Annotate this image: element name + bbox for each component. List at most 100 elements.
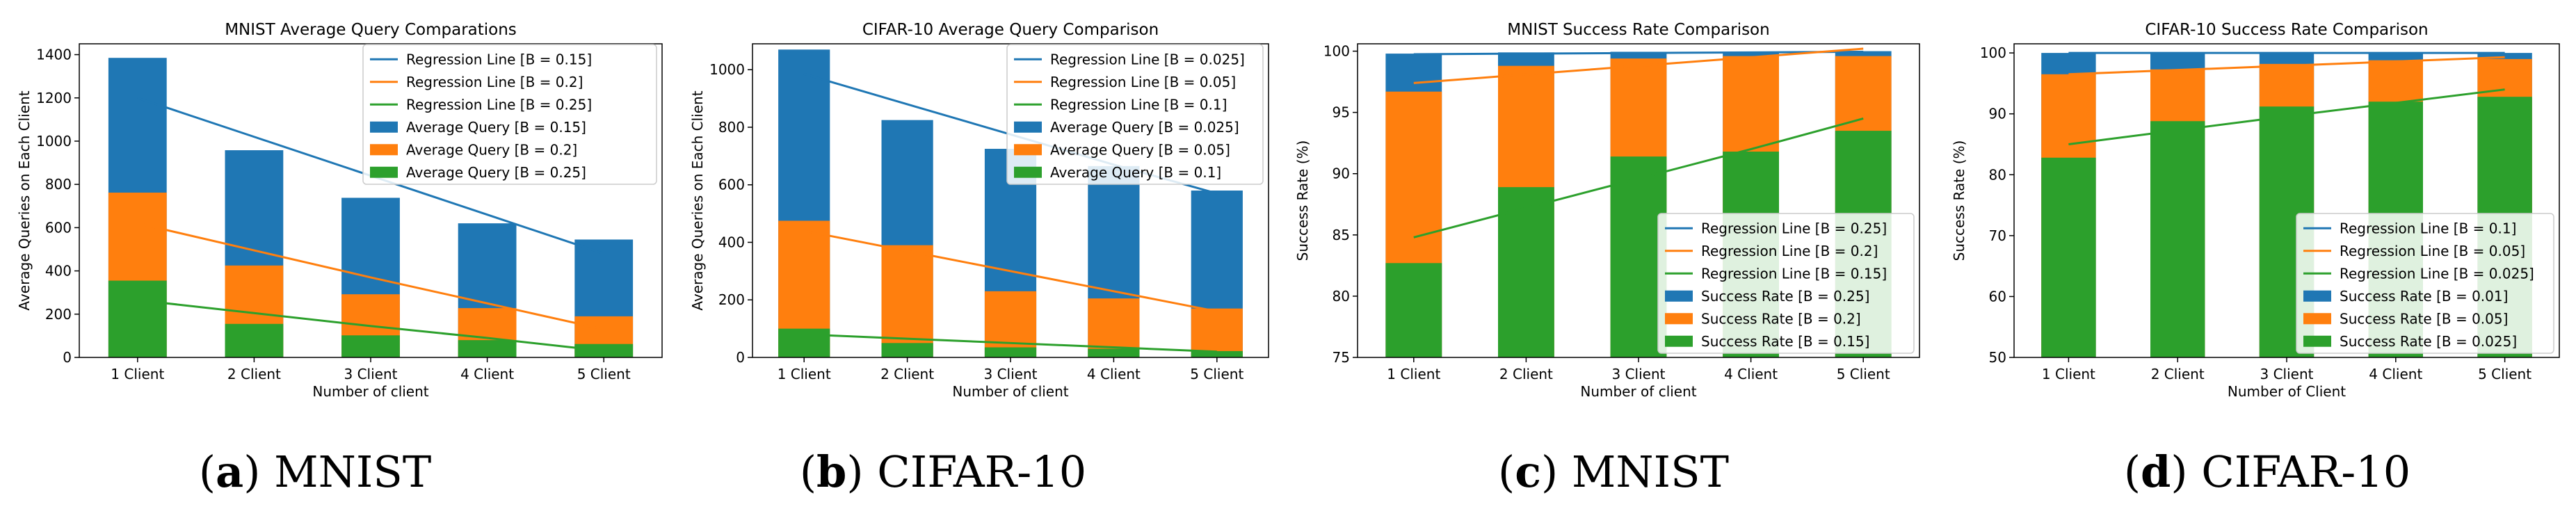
y-tick-label: 600 [45, 219, 72, 236]
legend-entry: Average Query [B = 0.2] [406, 141, 577, 158]
y-tick-label: 50 [1989, 349, 2006, 366]
y-axis-label: Average Queries on Each Client [16, 90, 33, 310]
legend-entry: Regression Line [B = 0.1] [2340, 220, 2516, 236]
legend-entry: Regression Line [B = 0.2] [406, 74, 583, 90]
legend-entry: Success Rate [B = 0.15] [1701, 333, 1869, 350]
legend-entry: Regression Line [B = 0.15] [1701, 265, 1887, 282]
bar-3-1-client [2041, 157, 2096, 357]
regression-line-2 [803, 229, 1218, 313]
legend: Regression Line [B = 0.1] Regression Line… [2296, 213, 2554, 354]
legend: Regression Line [B = 0.025] Regression Li… [1006, 44, 1264, 185]
legend-patch-swatch [1665, 290, 1693, 302]
legend-entry: Average Query [B = 0.025] [1050, 119, 1239, 136]
legend-entry: Regression Line [B = 0.05] [1050, 74, 1236, 90]
regression-line-3 [2068, 88, 2505, 145]
y-tick-label: 0 [736, 349, 745, 366]
legend-entry: Average Query [B = 0.25] [406, 164, 586, 181]
x-tick-label: 2 Client [880, 366, 934, 382]
y-tick-label: 400 [718, 234, 745, 250]
y-tick-label: 0 [63, 349, 72, 366]
legend-entry: Regression Line [B = 0.1] [1050, 96, 1227, 113]
chart-title: MNIST Average Query Comparations [225, 21, 517, 39]
y-tick-label: 90 [1333, 165, 1350, 182]
legend-entry: Success Rate [B = 0.25] [1701, 288, 1869, 305]
y-tick-label: 85 [1333, 227, 1350, 243]
legend-entry: Regression Line [B = 0.05] [2340, 243, 2525, 259]
regression-line-2 [2068, 56, 2505, 76]
y-tick-label: 1000 [36, 133, 72, 150]
legend-entry: Success Rate [B = 0.025] [2340, 333, 2517, 350]
legend-entry: Regression Line [B = 0.25] [406, 96, 592, 113]
chart-panel-4: 50 60 70 80 90 100 1 Client 2 Client 3 Client 4 C… [1951, 21, 2560, 400]
legend: Regression Line [B = 0.25] Regression Lin… [1657, 213, 1915, 354]
x-tick-label: 4 Client [1724, 366, 1778, 382]
bar-2-2-client [881, 245, 933, 357]
y-tick-label: 90 [1989, 106, 2006, 122]
x-tick-label: 2 Client [227, 366, 281, 382]
regression-line-1 [1413, 50, 1864, 56]
bar-3-1-client [778, 328, 830, 357]
chart-title: CIFAR-10 Success Rate Comparison [2145, 21, 2428, 39]
y-axis-label: Success Rate (%) [1294, 140, 1311, 261]
bar-3-2-client [881, 343, 933, 357]
legend-patch-swatch [1014, 144, 1042, 156]
bar-3-1-client [1385, 263, 1442, 357]
x-tick-label: 4 Client [460, 366, 514, 382]
bar-3-4-client [1088, 348, 1140, 357]
legend-box [2296, 213, 2554, 354]
legend-patch-swatch [370, 166, 398, 178]
legend: Regression Line [B = 0.15] Regression Lin… [362, 44, 657, 185]
x-tick-label: 1 Client [111, 366, 164, 382]
bar-3-2-client [1498, 187, 1554, 357]
legend-entry: Success Rate [B = 0.2] [1701, 310, 1861, 327]
legend-entry: Regression Line [B = 0.025] [1050, 51, 1245, 67]
legend-entry: Regression Line [B = 0.025] [2340, 265, 2534, 282]
regression-line-3 [137, 299, 604, 353]
regression-line-3 [804, 333, 1217, 353]
chart-panel-3: 75 80 85 90 95 100 1 Client 2 Client 3 Client 4 C… [1294, 21, 1920, 400]
bar-3-2-client [2150, 121, 2205, 357]
legend-entry: Average Query [B = 0.1] [1050, 164, 1221, 181]
y-tick-label: 800 [718, 119, 745, 136]
x-tick-label: 3 Client [984, 366, 1038, 382]
x-tick-label: 5 Client [1837, 366, 1890, 382]
x-axis-label: Number of client [1580, 383, 1696, 400]
bar-3-1-client [108, 280, 167, 357]
x-tick-label: 1 Client [1387, 366, 1440, 382]
legend-patch-swatch [370, 144, 398, 156]
bar-3-3-client [984, 347, 1037, 357]
legend-entry: Regression Line [B = 0.2] [1701, 243, 1878, 259]
legend-entry: Success Rate [B = 0.05] [2340, 310, 2508, 327]
x-tick-label: 2 Client [1499, 366, 1553, 382]
y-axis-label: Average Queries on Each Client [689, 90, 706, 310]
chart-title: CIFAR-10 Average Query Comparison [862, 21, 1159, 39]
chart-panel-1: 0 200 400 600 800 1000 1200 1400 1 Client 2 Clien… [16, 21, 663, 400]
chart-panel-2: 0 200 400 600 800 1000 1 Client 2 Client 3 Clien… [689, 21, 1269, 400]
legend-entry: Average Query [B = 0.15] [406, 119, 586, 136]
y-tick-label: 100 [1980, 45, 2006, 61]
x-tick-label: 3 Client [2260, 366, 2314, 382]
legend-box [1657, 213, 1915, 354]
regression-line-2 [1413, 47, 1864, 84]
x-axis-label: Number of client [952, 383, 1068, 400]
y-tick-label: 200 [45, 306, 72, 323]
y-tick-label: 80 [1333, 288, 1350, 305]
y-tick-label: 800 [45, 176, 72, 193]
bar-3-4-client [458, 340, 517, 357]
legend-patch-swatch [1014, 121, 1042, 133]
bar-3-3-client [341, 335, 400, 357]
legend-box [362, 44, 657, 185]
legend-patch-swatch [2303, 313, 2331, 325]
legend-entry: Regression Line [B = 0.15] [406, 51, 592, 67]
subfigure-caption: (d) CIFAR-10 [2124, 446, 2410, 497]
y-tick-label: 75 [1333, 349, 1350, 366]
x-tick-label: 1 Client [2042, 366, 2095, 382]
y-tick-label: 60 [1989, 288, 2006, 305]
chart-title: MNIST Success Rate Comparison [1507, 21, 1769, 39]
y-tick-label: 200 [718, 291, 745, 308]
y-tick-label: 1000 [709, 61, 745, 78]
x-axis-label: Number of client [312, 383, 428, 400]
subfigure-caption: (c) MNIST [1498, 446, 1729, 497]
legend-patch-swatch [2303, 290, 2331, 302]
